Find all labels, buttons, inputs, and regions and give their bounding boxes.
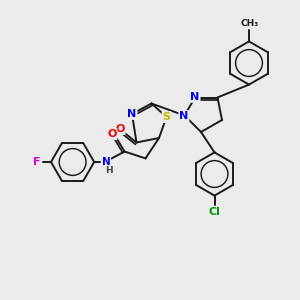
- Text: N: N: [179, 111, 188, 121]
- Text: O: O: [115, 124, 125, 134]
- Text: CH₃: CH₃: [241, 19, 259, 28]
- Text: F: F: [33, 157, 40, 167]
- Text: N: N: [128, 109, 136, 119]
- Text: Cl: Cl: [208, 207, 220, 217]
- Text: S: S: [163, 112, 170, 122]
- Text: O: O: [107, 129, 117, 139]
- Text: N: N: [101, 157, 110, 167]
- Text: N: N: [190, 92, 200, 102]
- Text: H: H: [105, 166, 113, 175]
